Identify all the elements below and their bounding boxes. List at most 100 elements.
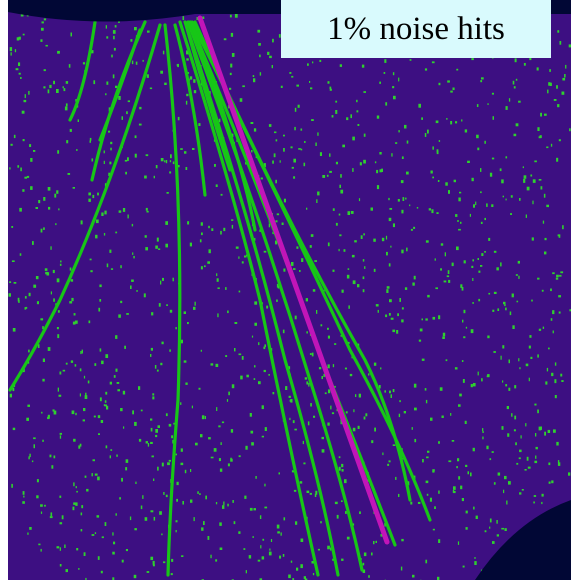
noise-hit — [454, 367, 458, 370]
noise-hit — [43, 197, 46, 201]
noise-hit — [165, 243, 168, 248]
noise-hit — [515, 274, 518, 276]
noise-hit — [393, 95, 396, 100]
noise-hit — [33, 150, 36, 152]
noise-hit — [278, 472, 280, 475]
noise-hit — [401, 319, 404, 323]
noise-hit — [244, 255, 247, 258]
noise-hit — [147, 443, 150, 447]
noise-hit — [520, 435, 522, 439]
noise-hit — [347, 211, 350, 215]
noise-hit — [522, 166, 524, 169]
noise-hit — [127, 100, 130, 103]
noise-hit — [41, 27, 44, 31]
noise-hit — [310, 403, 312, 407]
noise-hit — [329, 88, 332, 91]
noise-hit — [56, 546, 60, 549]
noise-hit — [362, 562, 365, 566]
noise-hit — [146, 210, 149, 213]
noise-hit — [473, 506, 475, 510]
noise-hit — [425, 559, 428, 564]
noise-hit — [409, 59, 412, 61]
noise-hit — [135, 481, 137, 484]
noise-hit — [316, 310, 318, 314]
noise-hit — [392, 86, 395, 89]
noise-hit — [487, 103, 489, 105]
noise-hit — [43, 227, 45, 230]
noise-hit — [453, 179, 456, 183]
noise-hit — [217, 313, 219, 318]
noise-hit — [153, 516, 156, 521]
noise-hit — [418, 103, 421, 108]
noise-hit — [251, 442, 254, 446]
noise-hit — [198, 387, 201, 390]
noise-hit — [8, 293, 11, 297]
noise-hit — [105, 25, 107, 29]
noise-hit — [11, 260, 15, 262]
noise-hit — [347, 341, 350, 344]
noise-hit — [79, 393, 81, 397]
noise-hit — [497, 308, 500, 311]
noise-hit — [418, 339, 422, 342]
noise-hit — [165, 160, 168, 164]
noise-hit — [183, 360, 187, 363]
noise-hit — [278, 34, 281, 38]
noise-hit — [426, 493, 429, 496]
noise-hit — [431, 209, 434, 214]
noise-hit — [332, 558, 334, 561]
noise-hit — [219, 468, 223, 472]
noise-hit — [526, 186, 530, 191]
noise-hit — [471, 265, 474, 268]
noise-hit — [36, 301, 39, 305]
noise-hit — [289, 417, 291, 421]
noise-hit — [534, 460, 538, 464]
noise-hit — [329, 170, 332, 173]
noise-hit — [300, 128, 303, 131]
noise-hit — [106, 81, 109, 85]
noise-hit — [425, 318, 428, 321]
noise-hit — [537, 277, 540, 280]
noise-hit — [175, 520, 178, 523]
noise-hit — [373, 362, 377, 366]
noise-hit — [121, 477, 123, 482]
noise-hit — [437, 180, 440, 182]
noise-hit — [342, 144, 345, 148]
noise-hit — [131, 279, 134, 282]
noise-hit — [200, 222, 203, 226]
noise-hit — [491, 92, 494, 95]
noise-hit — [165, 413, 168, 417]
noise-hit — [76, 149, 78, 151]
noise-hit — [537, 409, 539, 414]
noise-hit — [180, 339, 183, 344]
noise-hit — [363, 133, 366, 137]
noise-hit — [543, 193, 546, 198]
noise-hit — [115, 85, 118, 88]
noise-hit — [357, 425, 360, 429]
noise-hit — [234, 322, 238, 324]
noise-hit — [310, 87, 313, 90]
noise-hit — [57, 310, 60, 313]
noise-hit — [161, 462, 164, 467]
noise-hit — [401, 209, 404, 214]
noise-hit — [457, 220, 459, 222]
track-9 — [186, 20, 364, 572]
noise-hit — [488, 292, 491, 295]
noise-hit — [282, 329, 285, 334]
noise-hit — [90, 270, 93, 273]
noise-hit — [357, 124, 360, 126]
noise-hit — [307, 63, 309, 66]
noise-hit — [430, 170, 433, 174]
noise-hit — [41, 411, 43, 414]
noise-hit — [474, 561, 477, 565]
noise-hit — [511, 413, 513, 417]
noise-hit — [467, 471, 469, 475]
noise-hit — [491, 451, 494, 453]
noise-hit — [143, 293, 146, 298]
noise-hit — [354, 240, 357, 243]
noise-hit — [176, 165, 180, 168]
noise-hit — [101, 536, 104, 539]
noise-hit — [62, 86, 64, 89]
noise-hit — [216, 273, 218, 277]
noise-hit — [259, 515, 262, 519]
noise-hit — [259, 578, 263, 580]
